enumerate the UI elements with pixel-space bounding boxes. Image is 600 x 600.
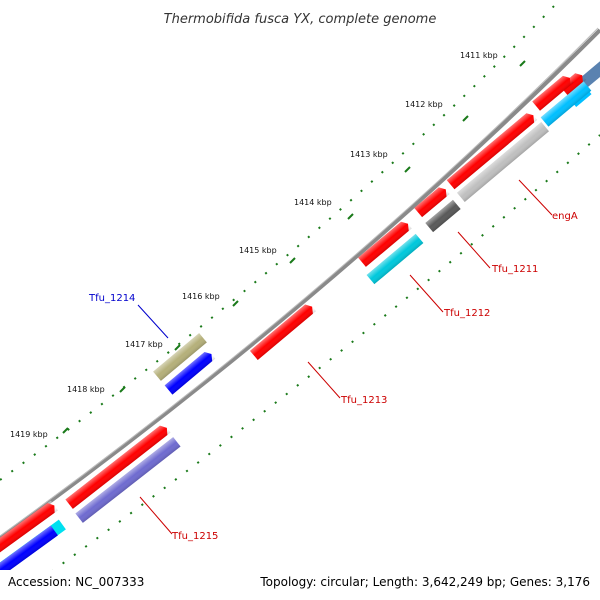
gene-feature[interactable] — [366, 233, 424, 285]
kbp-label: 1418 kbp — [67, 385, 105, 394]
gene-feature-tfu-1211[interactable] — [414, 184, 450, 218]
kbp-label: 1419 kbp — [10, 430, 48, 439]
map-title: Thermobifida fusca YX, complete genome — [164, 12, 437, 27]
gene-feature[interactable] — [540, 81, 592, 127]
genome-summary-text: Topology: circular; Length: 3,642,249 bp… — [259, 575, 590, 589]
gene-label-tfu-1214[interactable]: Tfu_1214 — [88, 293, 135, 304]
kbp-label: 1413 kbp — [350, 150, 388, 159]
gene-feature-tfu-1213[interactable] — [250, 301, 316, 361]
footer-background — [0, 570, 600, 600]
leader-line — [518, 179, 553, 216]
leader-line — [137, 304, 169, 339]
leader-line — [307, 361, 341, 399]
gene-features — [0, 58, 600, 583]
gene-feature[interactable] — [532, 73, 574, 111]
leader-line — [457, 231, 491, 269]
accession-text: Accession: NC_007333 — [8, 575, 144, 589]
kbp-label: 1417 kbp — [125, 340, 163, 349]
gene-feature[interactable] — [75, 437, 181, 523]
gene-feature[interactable] — [446, 110, 538, 190]
gene-label-tfu-1215[interactable]: Tfu_1215 — [171, 531, 218, 542]
gene-labels: engA Tfu_1211 Tfu_1212 Tfu_1213 Tfu_1214… — [88, 211, 578, 542]
gene-feature[interactable] — [164, 349, 216, 395]
genome-backbone — [0, 27, 600, 540]
gene-label-tfu-1212[interactable]: Tfu_1212 — [443, 308, 490, 319]
gene-label-tfu-1213[interactable]: Tfu_1213 — [340, 395, 387, 406]
gene-feature-tfu-1214[interactable] — [153, 333, 207, 381]
gene-feature-tfu-1212[interactable] — [358, 219, 412, 267]
gene-feature[interactable] — [0, 500, 58, 558]
leader-line — [139, 496, 173, 535]
gene-label-enga[interactable]: engA — [552, 211, 578, 222]
kbp-label: 1416 kbp — [182, 292, 220, 301]
kbp-label: 1411 kbp — [460, 51, 498, 60]
outer-major-ticks — [62, 60, 526, 434]
kbp-labels: 1411 kbp 1412 kbp 1413 kbp 1414 kbp 1415… — [10, 51, 498, 439]
leader-line — [409, 274, 444, 313]
kbp-label: 1414 kbp — [294, 198, 332, 207]
gene-label-tfu-1211[interactable]: Tfu_1211 — [491, 264, 538, 275]
outer-tick-ring — [0, 4, 556, 481]
gene-feature[interactable] — [579, 58, 600, 88]
gene-feature-enga[interactable] — [457, 122, 549, 202]
kbp-label: 1415 kbp — [239, 246, 277, 255]
gene-feature-tfu-1215[interactable] — [65, 423, 171, 509]
kbp-label: 1412 kbp — [405, 100, 443, 109]
gene-feature[interactable] — [425, 199, 461, 233]
label-leader-lines — [137, 179, 553, 535]
gene-feature[interactable] — [0, 525, 58, 583]
